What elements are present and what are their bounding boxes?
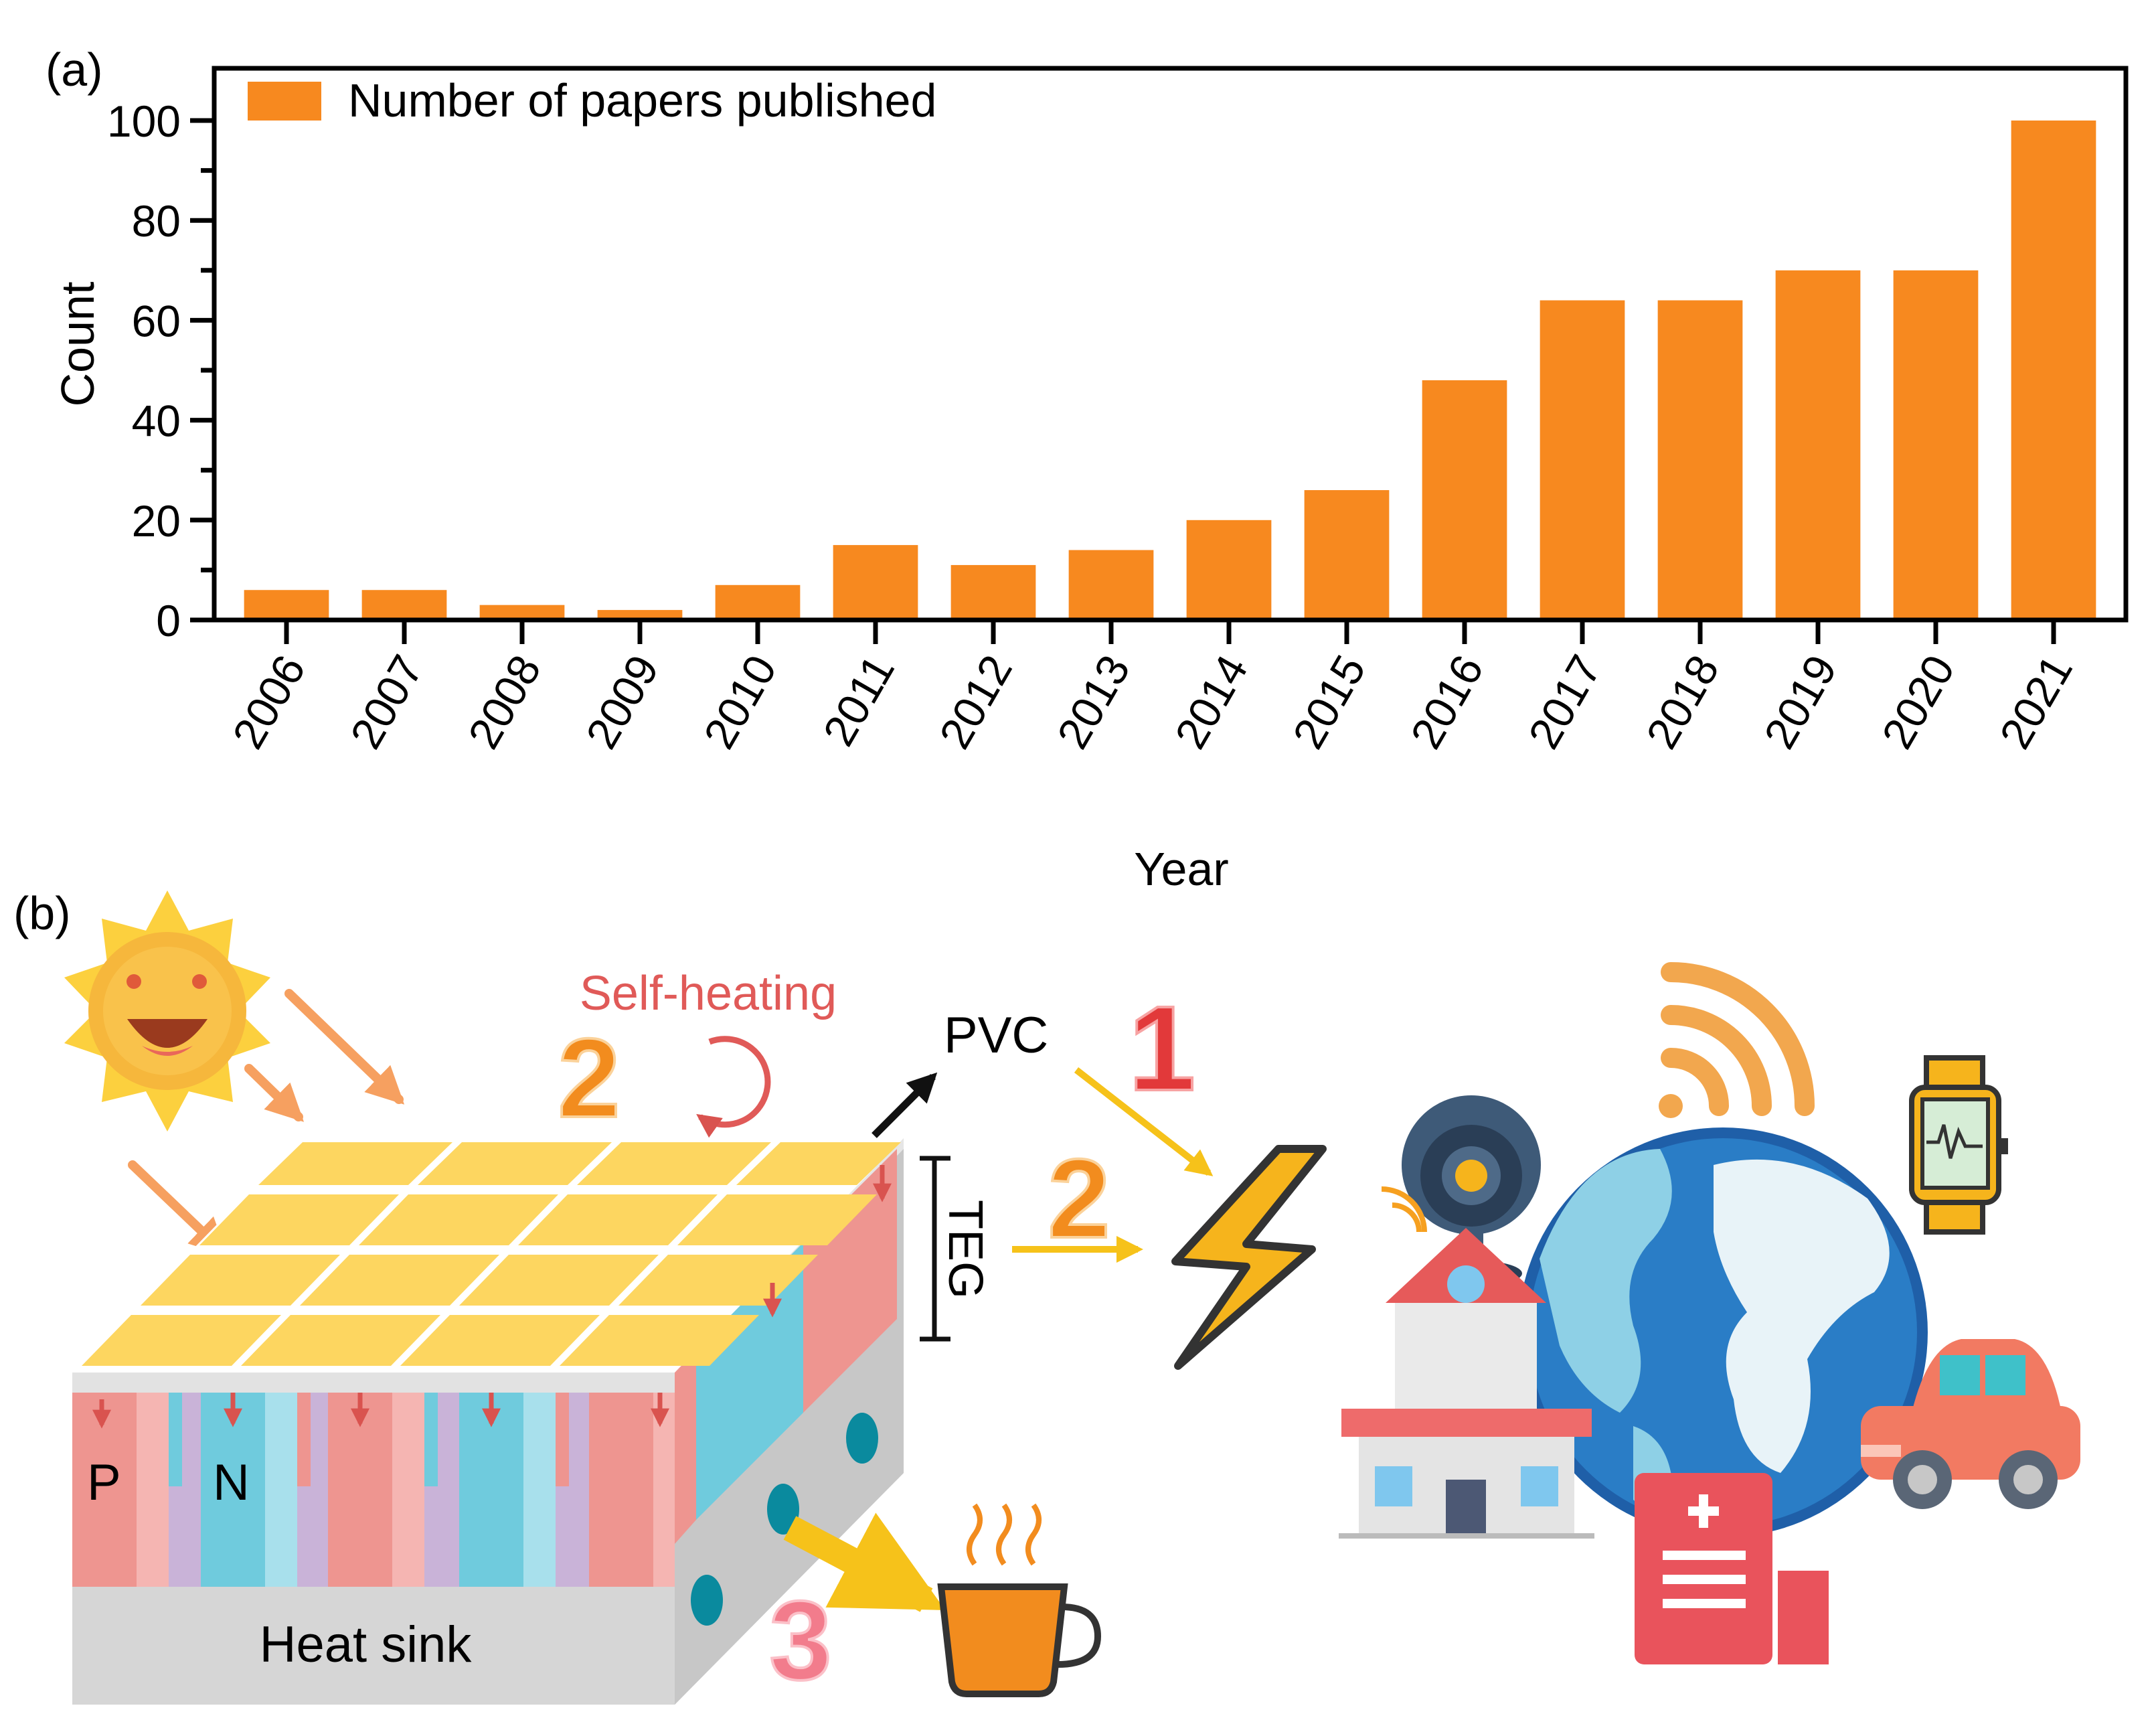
legend: Number of papers published	[248, 74, 936, 127]
y-tick-label: 40	[132, 396, 181, 446]
x-tick-label: 2006	[223, 647, 315, 757]
bar-2020	[1893, 270, 1979, 620]
bar-2012	[950, 564, 1036, 620]
x-tick-label: 2016	[1401, 647, 1493, 757]
p-leg	[589, 1393, 653, 1587]
panel-b-label: (b)	[13, 887, 71, 939]
bar-2013	[1068, 550, 1154, 620]
sunlight-arrow	[244, 1064, 305, 1122]
wifi-icon	[1659, 962, 1815, 1118]
heat-sink	[72, 1587, 675, 1705]
y-tick-label: 60	[132, 296, 181, 345]
step-2-teg-badge: 2	[1048, 1136, 1110, 1261]
x-tick-label: 2021	[1990, 647, 2082, 757]
n-label: N	[213, 1454, 250, 1511]
self-heating-cycle-icon	[696, 1036, 771, 1138]
legend-swatch	[248, 82, 321, 121]
solar-cells	[82, 1142, 901, 1366]
y-axis-label: Count	[52, 282, 104, 407]
y-axis-ticks: 0 20 40 60 80 100	[107, 96, 214, 645]
step-1-badge: 1	[1129, 982, 1195, 1116]
x-tick-label: 2009	[576, 647, 668, 757]
y-tick-label: 100	[107, 96, 181, 146]
lightning-icon	[1171, 1145, 1327, 1370]
bar-2006	[244, 590, 329, 620]
bar-2007	[361, 590, 447, 620]
bar-2021	[2011, 121, 2096, 620]
x-tick-label: 2013	[1048, 647, 1140, 757]
sunlight-arrow	[284, 989, 405, 1105]
y-tick-label: 0	[156, 596, 181, 645]
globe-icon	[1518, 1127, 1928, 1537]
y-tick-label: 20	[132, 496, 181, 546]
wifi-icon	[1381, 1186, 1427, 1233]
x-tick-label: 2020	[1872, 647, 1964, 757]
pvc-label: PVC	[944, 1007, 1048, 1064]
pvc-to-power-arrow	[1074, 1067, 1214, 1176]
panel-a-label: (a)	[46, 44, 103, 96]
heat-sink-label: Heat sink	[260, 1616, 473, 1673]
y-tick-label: 80	[132, 196, 181, 246]
bar-2018	[1657, 300, 1743, 620]
bar-2008	[479, 605, 565, 620]
x-tick-label: 2015	[1283, 647, 1375, 757]
legend-label: Number of papers published	[348, 74, 936, 127]
p-label: P	[87, 1454, 121, 1511]
x-tick-label: 2014	[1165, 647, 1258, 757]
panel-a: (a) 0 20 40 60 80 100 2006 2007 2008 2009 2010 201…	[46, 44, 2129, 895]
self-heating-label: Self-heating	[580, 967, 837, 1020]
step-3-badge: 3	[769, 1577, 831, 1703]
coffee-cup-icon	[937, 1503, 1102, 1697]
x-tick-label: 2007	[341, 647, 432, 757]
x-tick-label: 2018	[1637, 647, 1728, 757]
smartwatch-icon	[1909, 1055, 2008, 1235]
x-axis-ticks: 2006 2007 2008 2009 2010 2011 2012 2013 2014 2015…	[223, 620, 2082, 757]
panel-b: (b) Heat sink	[13, 887, 2080, 1705]
bar-2019	[1775, 270, 1861, 620]
bar-2014	[1186, 520, 1272, 620]
bar-2017	[1540, 300, 1625, 620]
x-tick-label: 2008	[459, 647, 550, 757]
pvc-arrow	[872, 1072, 938, 1138]
bar-2010	[715, 584, 801, 620]
step-2-badge: 2	[558, 1015, 620, 1141]
waste-heat-arrow	[783, 1512, 946, 1612]
medical-report-icon	[1635, 1473, 1829, 1664]
house-icon	[1339, 1228, 1594, 1539]
sun-icon	[64, 890, 270, 1131]
car-icon	[1861, 1339, 2080, 1509]
bars	[244, 121, 2096, 620]
teg-label: TEG	[938, 1200, 992, 1299]
bar-2015	[1304, 490, 1390, 620]
teg-bracket	[920, 1156, 950, 1342]
bar-2016	[1422, 380, 1507, 620]
plot-frame	[212, 66, 2129, 623]
bar-2009	[597, 610, 683, 620]
x-tick-label: 2017	[1519, 647, 1610, 757]
teg-device: Heat sink	[72, 1138, 904, 1705]
x-tick-label: 2011	[813, 647, 904, 754]
x-tick-label: 2010	[694, 647, 786, 757]
x-tick-label: 2019	[1754, 647, 1846, 757]
x-axis-label: Year	[1134, 843, 1228, 895]
bar-2011	[833, 545, 918, 620]
x-tick-label: 2012	[930, 647, 1022, 757]
